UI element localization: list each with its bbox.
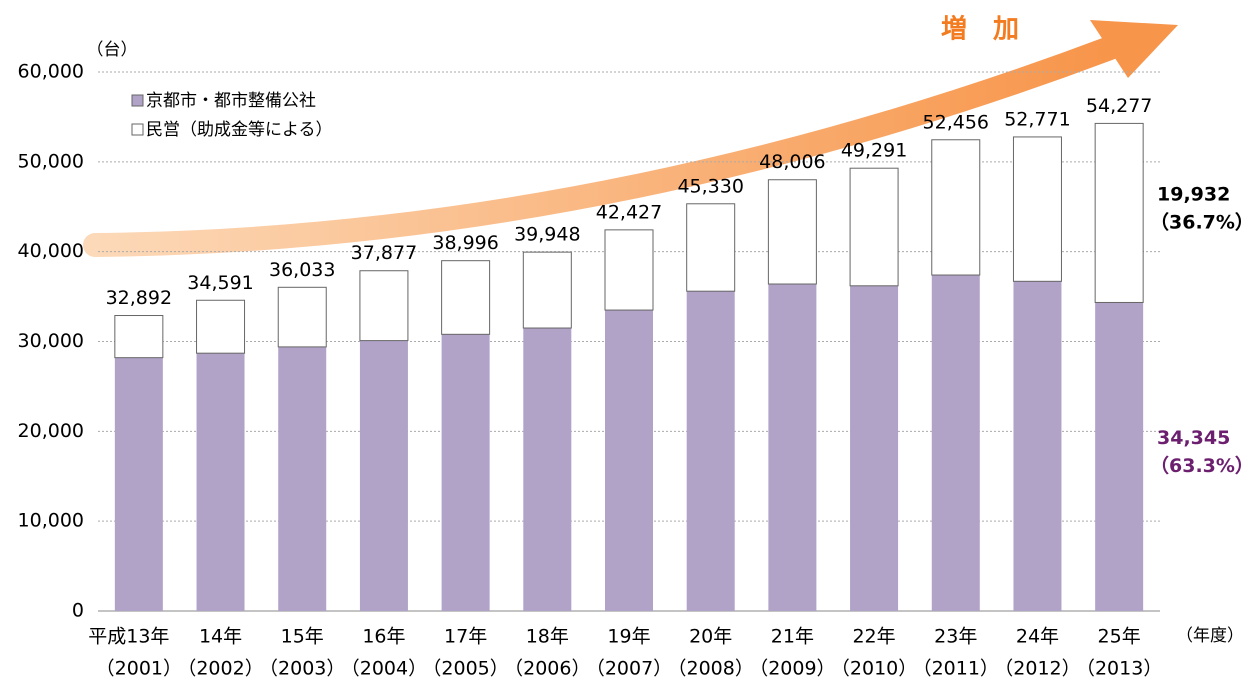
bar-segment	[1013, 281, 1062, 611]
total-label: 42,427	[596, 201, 662, 223]
x-tick-sublabel: （2004）	[341, 658, 427, 680]
x-tick-sublabel: （2011）	[913, 658, 999, 680]
bar-segment	[767, 179, 817, 285]
x-tick-label: 平成13年	[88, 626, 169, 648]
x-tick-label: 18年	[526, 626, 569, 648]
x-tick-label: 16年	[362, 626, 405, 648]
bar-segment	[768, 284, 817, 611]
x-tick-sublabel: （2003）	[259, 658, 345, 680]
x-tick-sublabel: （2013）	[1076, 658, 1162, 680]
x-tick-sublabel: （2007）	[586, 658, 672, 680]
x-tick-sublabel: （2010）	[831, 658, 917, 680]
x-tick-sublabel: （2012）	[994, 658, 1080, 680]
y-tick-label: 0	[72, 600, 84, 622]
bar-segment	[1012, 136, 1062, 282]
x-tick-sublabel: （2008）	[668, 658, 754, 680]
x-tick-label: 20年	[689, 626, 732, 648]
bar-segment	[196, 299, 246, 354]
total-label: 32,892	[106, 287, 172, 309]
x-tick-label: 17年	[444, 626, 487, 648]
bar-segment	[114, 357, 163, 611]
x-tick-label: 25年	[1098, 626, 1141, 648]
x-tick-sublabel: （2009）	[749, 658, 835, 680]
segment-share: （36.7%）	[1150, 210, 1250, 233]
x-tick-label: 15年	[281, 626, 324, 648]
total-label: 39,948	[514, 224, 580, 246]
bar-segment	[359, 270, 409, 342]
y-tick-label: 60,000	[18, 61, 84, 83]
x-tick-label: 19年	[607, 626, 650, 648]
bar-segment	[441, 260, 491, 335]
bar-segment	[277, 286, 327, 348]
bar-segment	[278, 346, 327, 611]
total-label: 49,291	[841, 140, 907, 162]
total-label: 52,771	[1004, 108, 1070, 130]
bar-segment	[931, 139, 981, 276]
total-label: 52,456	[923, 111, 989, 133]
legend-swatch	[131, 94, 144, 107]
x-tick-label: 21年	[771, 626, 814, 648]
bar-segment	[605, 310, 653, 611]
x-tick-sublabel: （2006）	[504, 658, 590, 680]
bar-segment	[850, 285, 899, 611]
total-label: 54,277	[1086, 95, 1152, 117]
y-tick-label: 40,000	[18, 240, 84, 262]
x-tick-label: 23年	[934, 626, 977, 648]
bar-segment	[931, 275, 980, 611]
total-label: 45,330	[677, 175, 743, 197]
segment-label: 34,345	[1157, 427, 1230, 449]
x-tick-label: 24年	[1016, 626, 1059, 648]
bar-segment	[196, 353, 245, 611]
y-unit: （台）	[87, 40, 138, 60]
legend-swatch	[131, 123, 144, 136]
y-tick-label: 20,000	[18, 420, 84, 442]
y-tick-label: 10,000	[18, 510, 84, 532]
bar-segment	[1095, 302, 1144, 611]
total-label: 36,033	[269, 259, 335, 281]
bar-segment	[522, 251, 572, 329]
total-label: 34,591	[187, 272, 253, 294]
bar-segment	[849, 167, 899, 287]
x-unit: （年度）	[1176, 626, 1244, 646]
x-tick-label: 22年	[852, 626, 895, 648]
bar-segment	[441, 334, 490, 611]
legend-label: 京都市・都市整備公社	[146, 91, 316, 111]
bar-segment	[686, 291, 735, 611]
annotation: 増 加	[941, 15, 1019, 45]
bar-segment	[114, 315, 164, 359]
x-tick-sublabel: （2002）	[177, 658, 263, 680]
x-tick-sublabel: （2005）	[422, 658, 508, 680]
bar-segment	[1094, 122, 1144, 303]
segment-label: 19,932	[1157, 183, 1230, 205]
total-label: 37,877	[351, 242, 417, 264]
bar-segment	[604, 229, 654, 311]
total-label: 38,996	[432, 232, 498, 254]
y-tick-label: 50,000	[18, 150, 84, 172]
trend-arrow	[83, 20, 1178, 257]
bar-segment	[686, 203, 736, 292]
x-tick-sublabel: （2001）	[96, 658, 182, 680]
x-tick-label: 14年	[199, 626, 242, 648]
total-label: 48,006	[759, 151, 825, 173]
segment-share: （63.3%）	[1150, 454, 1250, 477]
legend-label: 民営（助成金等による）	[146, 120, 333, 140]
y-tick-label: 30,000	[18, 330, 84, 352]
bar-segment	[523, 328, 572, 611]
bar-segment	[359, 340, 408, 611]
